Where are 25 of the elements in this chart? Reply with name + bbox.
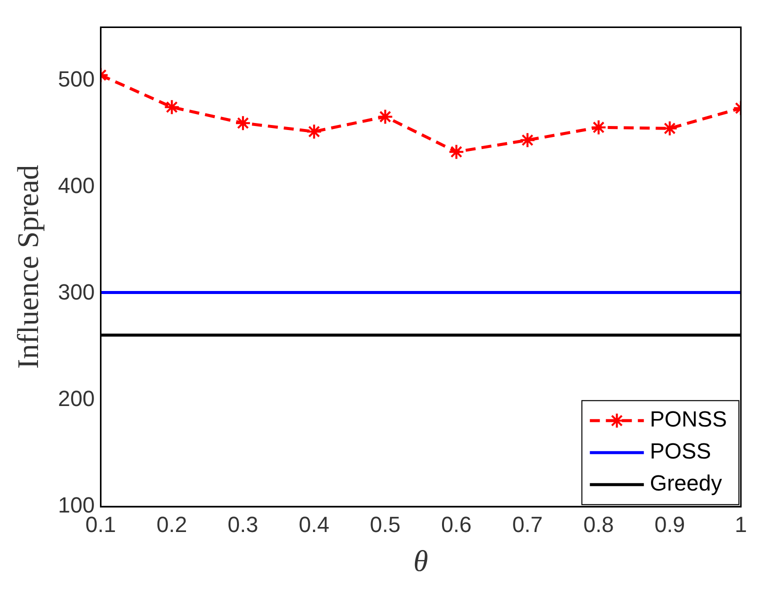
y-tick-label: 400 — [58, 173, 95, 198]
point — [306, 124, 322, 140]
point — [164, 99, 180, 116]
x-tick-label: 1 — [734, 512, 748, 537]
x-tick-label: 0.3 — [228, 512, 258, 537]
legend-label: POSS — [650, 438, 711, 464]
x-tick-label: 0.6 — [441, 512, 472, 537]
x-tick-label: 0.5 — [370, 512, 401, 537]
point — [448, 144, 464, 160]
x-axis-title: θ — [413, 544, 428, 578]
legend-label: PONSS — [650, 406, 727, 432]
x-tick-label: 0.7 — [512, 512, 543, 537]
x-tick-label: 0.2 — [156, 512, 188, 537]
y-tick-label: 500 — [58, 66, 95, 92]
legend-label: Greedy — [650, 470, 722, 496]
point — [234, 115, 251, 132]
point — [590, 119, 607, 136]
y-axis-title: Influence Spread — [12, 164, 45, 369]
x-tick-label: 0.8 — [583, 512, 614, 537]
y-tick-label: 200 — [58, 386, 95, 412]
point — [377, 108, 394, 125]
y-tick-label: 300 — [58, 280, 95, 305]
point — [519, 132, 536, 148]
x-tick-label: 0.4 — [298, 512, 330, 537]
x-tick-label: 0.9 — [654, 512, 686, 537]
